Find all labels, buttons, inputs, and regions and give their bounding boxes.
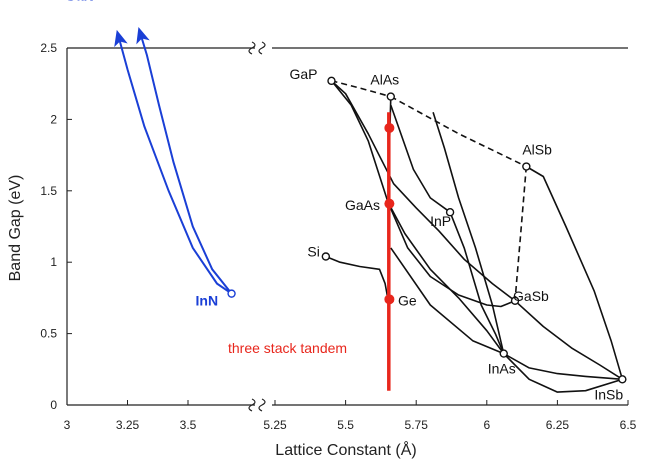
y-tick-label: 2.5 — [40, 41, 57, 55]
label-inp: InP — [430, 213, 451, 229]
x-tick-label: 5.75 — [405, 418, 429, 432]
dashed-curve-2 — [514, 166, 528, 301]
marker-gap — [327, 76, 336, 86]
x-tick-label: 6.25 — [546, 418, 570, 432]
x-tick-label: 3.5 — [180, 418, 197, 432]
marker-inas — [499, 349, 508, 358]
tandem-junction-2 — [384, 294, 395, 305]
tandem-line-group: three stack tandem — [228, 112, 395, 391]
x-tick-label: 6.5 — [620, 418, 637, 432]
axis-break-top — [248, 41, 266, 55]
iii-v-curve-9 — [514, 300, 623, 380]
y-tick-label: 0.5 — [40, 327, 57, 341]
marker-gasb — [510, 296, 520, 305]
x-tick-labels: 3 3.25 3.5 5.25 5.5 5.75 6 6.25 6.5 — [64, 400, 637, 432]
label-inn: InN — [196, 293, 219, 309]
tandem-junction-1 — [384, 198, 395, 209]
label-insb: InSb — [594, 386, 623, 402]
x-axis-title: Lattice Constant (Å) — [275, 440, 416, 459]
label-alsb: AlSb — [522, 142, 552, 158]
iii-v-curve-11 — [525, 165, 624, 380]
iii-v-curve-4 — [390, 104, 451, 213]
label-alas: AlAs — [370, 72, 399, 88]
y-axis-title: Band Gap (eV) — [7, 175, 24, 282]
label-gan: GaN — [65, 0, 94, 3]
iii-v-curve-3 — [387, 201, 516, 308]
axes — [66, 47, 628, 406]
nitride-curve-aln — [138, 30, 233, 295]
iii-v-curve-2 — [387, 201, 505, 355]
dashed-curve-1 — [390, 95, 527, 168]
marker-insb — [618, 375, 627, 384]
material-markers — [227, 76, 627, 384]
iii-v-curve-7 — [432, 112, 505, 354]
y-tick-label: 1 — [50, 255, 57, 269]
dashed-curve-0 — [331, 80, 392, 98]
iii-v-curve-10 — [390, 247, 623, 393]
tandem-label: three stack tandem — [228, 340, 347, 356]
marker-inn — [227, 289, 236, 298]
marker-inp — [445, 208, 455, 217]
label-si: Si — [307, 243, 319, 259]
x-tick-label: 3.25 — [116, 418, 140, 432]
marker-alsb — [522, 162, 531, 171]
axis-break-bottom — [248, 398, 266, 412]
iii-v-curve-5 — [449, 211, 505, 354]
iii-v-dashed-curves — [331, 80, 528, 301]
arrowhead-gan — [114, 29, 128, 48]
marker-alas — [386, 92, 395, 101]
iii-v-curves — [325, 80, 624, 393]
x-tick-label: 6 — [483, 418, 490, 432]
y-tick-label: 1.5 — [40, 184, 57, 198]
x-tick-label: 5.5 — [337, 418, 354, 432]
label-ge: Ge — [398, 292, 417, 308]
y-tick-label: 2 — [50, 112, 57, 126]
nitride-curve-gan — [116, 33, 233, 295]
x-tick-label: 3 — [64, 418, 71, 432]
marker-si — [321, 252, 331, 261]
tandem-junction-0 — [384, 122, 395, 133]
y-tick-label: 0 — [50, 398, 57, 412]
nitride-curves — [114, 27, 233, 295]
label-gaas: GaAs — [345, 197, 380, 213]
label-gap: GaP — [289, 66, 317, 82]
label-gasb: GaSb — [513, 288, 549, 304]
label-inas: InAs — [488, 361, 516, 377]
y-tick-labels: 0 0.5 1 1.5 2 2.5 — [40, 41, 72, 412]
material-labels: GaNAlNInNGaPAlAsAlSbGaAsInPSiGeGaSbInAsI… — [65, 0, 623, 402]
iii-v-curve-0 — [330, 80, 389, 203]
iii-v-curve-12 — [325, 255, 389, 300]
iii-v-curve-8 — [503, 352, 623, 381]
x-tick-label: 5.25 — [263, 418, 287, 432]
arrowhead-aln — [136, 27, 150, 45]
